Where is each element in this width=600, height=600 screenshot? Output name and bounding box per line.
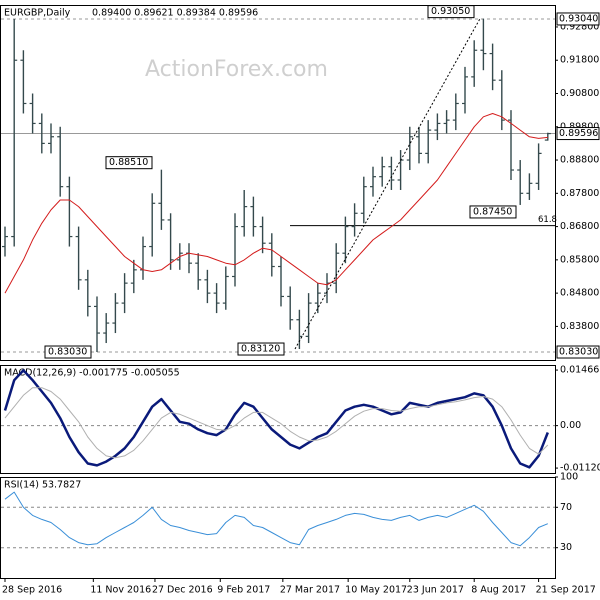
y-tick-label: 0.014661 — [560, 365, 600, 376]
y-tick-label: 0.84800 — [560, 288, 599, 299]
x-tick-label: 27 Mar 2017 — [280, 585, 340, 596]
annotation-box — [105, 156, 153, 170]
annotation-label: 0.83030 — [48, 347, 87, 358]
annotation-box — [44, 345, 92, 359]
level-box — [556, 345, 600, 359]
annotation-box — [237, 342, 285, 356]
fib-label: 61.8 — [538, 215, 557, 225]
panel-title: EURGBP,Daily — [4, 8, 71, 19]
y-tick-label: 0.00 — [560, 420, 581, 431]
x-tick-label: 10 May 2017 — [345, 585, 407, 596]
level-box — [556, 127, 600, 141]
series-line — [4, 387, 549, 459]
y-tick-label: 0.90800 — [560, 88, 599, 99]
level-label: 0.83030 — [559, 347, 598, 358]
watermark: ActionForex.com — [145, 57, 328, 82]
header-values: 0.89400 0.89621 0.89384 0.89596 — [92, 8, 258, 19]
annotation-box — [427, 5, 475, 19]
annotation-label: 0.87450 — [473, 206, 512, 217]
y-tick-label: 0.85800 — [560, 254, 599, 265]
y-tick-label: 30 — [560, 542, 572, 553]
level-box — [556, 12, 600, 26]
price-panel — [0, 5, 556, 361]
y-tick-label: 0.89800 — [560, 121, 599, 132]
y-tick-label: 0.87800 — [560, 188, 599, 199]
series-line — [4, 113, 548, 294]
x-tick-label: 21 Sep 2017 — [536, 585, 596, 596]
y-tick-label: 70 — [560, 502, 572, 513]
x-tick-label: 9 Feb 2017 — [217, 585, 270, 596]
trend-line — [294, 18, 481, 350]
x-tick-label: 23 Jun 2017 — [407, 585, 464, 596]
y-tick-label: 100 — [560, 472, 578, 483]
macd-panel — [0, 365, 556, 474]
series-line — [3, 369, 549, 469]
panel-title: MACD(12,26,9) -0.001775 -0.005055 — [4, 368, 180, 379]
level-label: 0.89596 — [559, 128, 598, 139]
annotation-label: 0.93050 — [431, 6, 470, 17]
x-tick-label: 27 Dec 2016 — [152, 585, 213, 596]
x-tick-label: 28 Sep 2016 — [2, 585, 62, 596]
y-tick-label: 0.91800 — [560, 55, 599, 66]
series-line — [4, 491, 548, 547]
level-label: 0.93040 — [559, 13, 598, 24]
panel-title: RSI(14) 53.7827 — [4, 480, 81, 491]
x-tick-label: 11 Nov 2016 — [90, 585, 151, 596]
x-tick-label: 8 Aug 2017 — [471, 585, 526, 596]
y-tick-label: -0.011202 — [560, 463, 600, 474]
y-tick-label: 0.92800 — [560, 21, 599, 32]
y-tick-label: 0.86800 — [560, 221, 599, 232]
annotation-box — [469, 205, 517, 219]
y-tick-label: 0.88800 — [560, 155, 599, 166]
y-tick-label: 0.83800 — [560, 321, 599, 332]
annotation-label: 0.88510 — [109, 157, 148, 168]
rsi-panel — [0, 477, 556, 579]
annotation-label: 0.83120 — [241, 344, 280, 355]
